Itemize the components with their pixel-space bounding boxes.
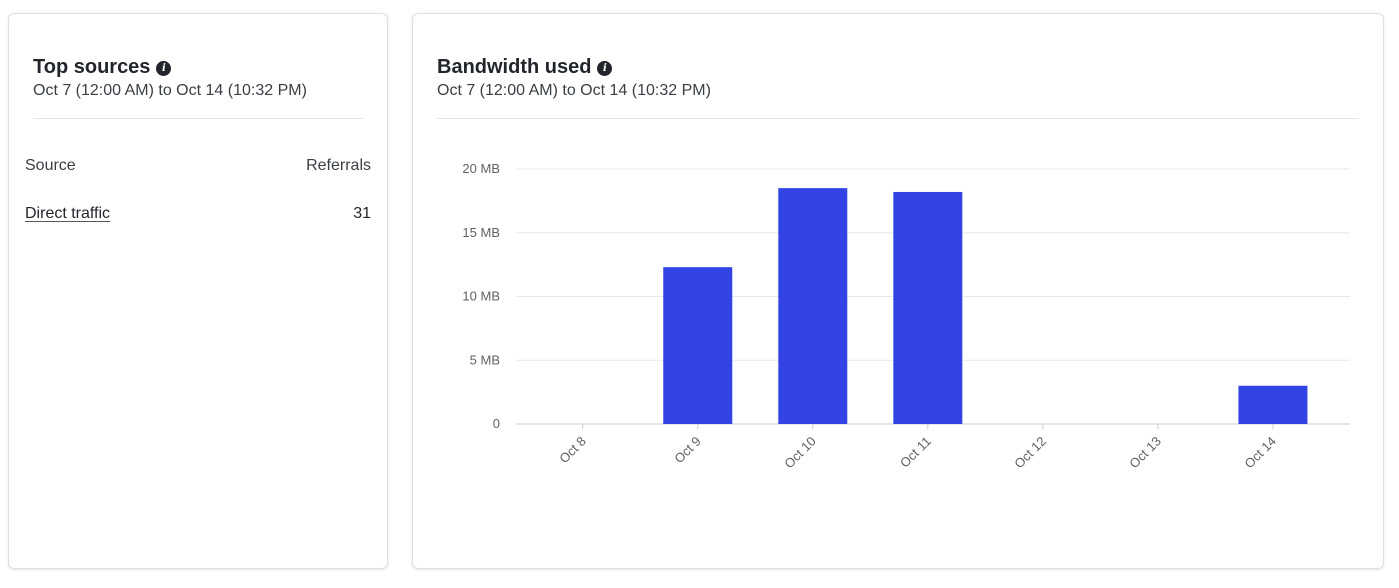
bandwidth-title-text: Bandwidth used xyxy=(437,56,592,78)
x-tick-label: Oct 14 xyxy=(1241,434,1279,472)
top-sources-date-range: Oct 7 (12:00 AM) to Oct 14 (10:32 PM) xyxy=(33,82,307,99)
bar-oct-9[interactable] xyxy=(663,267,733,424)
divider xyxy=(33,118,363,119)
bandwidth-bar-chart: 0 5 MB 10 MB 15 MB 20 MB Oct 8 Oct 9 Oct 10 Oct … xyxy=(462,161,1350,472)
x-tick-label: Oct 8 xyxy=(556,434,589,467)
divider xyxy=(437,118,1359,119)
y-tick-label: 20 MB xyxy=(462,161,500,176)
sources-table-header: Source Referrals xyxy=(25,157,371,175)
x-tick-label: Oct 11 xyxy=(897,434,934,471)
top-sources-card: Top sources i Oct 7 (12:00 AM) to Oct 14… xyxy=(8,13,388,569)
top-sources-title-text: Top sources xyxy=(33,56,151,78)
x-tick-label: Oct 12 xyxy=(1011,434,1049,472)
x-tick-label: Oct 9 xyxy=(671,434,704,467)
bar-oct-10[interactable] xyxy=(778,188,848,424)
y-tick-label: 15 MB xyxy=(462,225,500,240)
y-tick-label: 5 MB xyxy=(470,352,500,367)
y-tick-label: 10 MB xyxy=(462,289,500,304)
referrals-count: 31 xyxy=(353,205,371,222)
source-link-direct-traffic[interactable]: Direct traffic xyxy=(25,205,111,222)
x-tick-label: Oct 10 xyxy=(781,434,819,472)
bandwidth-date-range: Oct 7 (12:00 AM) to Oct 14 (10:32 PM) xyxy=(437,82,711,99)
bar-oct-11[interactable] xyxy=(893,191,963,424)
table-row: Direct traffic 31 xyxy=(25,205,371,223)
x-tick-label: Oct 13 xyxy=(1126,434,1164,472)
column-header-source: Source xyxy=(25,157,76,174)
bandwidth-title: Bandwidth used i xyxy=(437,56,613,79)
bandwidth-card: Bandwidth used i Oct 7 (12:00 AM) to Oct… xyxy=(412,13,1384,569)
column-header-referrals: Referrals xyxy=(306,157,371,174)
top-sources-title: Top sources i xyxy=(33,56,172,79)
y-tick-label: 0 xyxy=(493,416,500,431)
bar-oct-14[interactable] xyxy=(1238,385,1308,424)
info-icon[interactable]: i xyxy=(156,61,172,76)
info-icon[interactable]: i xyxy=(597,61,613,76)
